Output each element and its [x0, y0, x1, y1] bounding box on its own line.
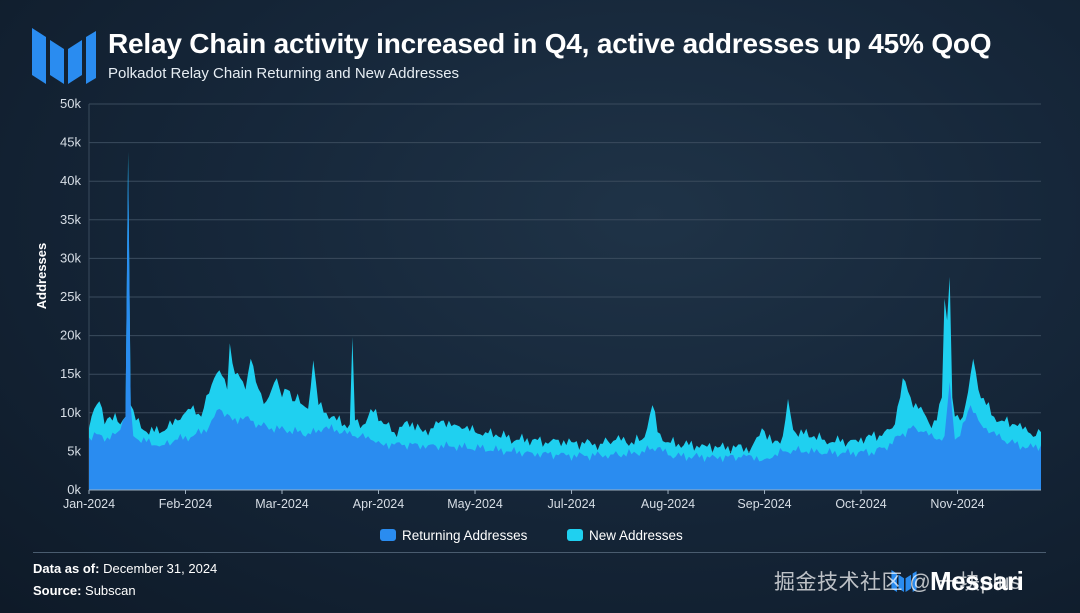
data-source: Source: Subscan	[33, 583, 136, 598]
footer-brand: Messari	[884, 565, 1024, 596]
brand-wordmark: Messari	[930, 565, 1024, 596]
x-tick-label: May-2024	[447, 497, 503, 511]
x-tick-label: Mar-2024	[255, 497, 309, 511]
legend-swatch	[567, 529, 583, 541]
y-tick-label: 30k	[60, 250, 81, 265]
returning-addresses-area	[89, 161, 1041, 490]
y-tick-label: 40k	[60, 173, 81, 188]
watermark-text: 掘金技术社区 @ 一块plus	[774, 571, 1022, 594]
y-axis-label: Addresses	[34, 243, 49, 309]
messari-logo-icon	[32, 28, 96, 84]
messari-small-logo-icon	[891, 570, 917, 592]
footer-divider	[33, 552, 1046, 553]
y-tick-label: 50k	[60, 96, 81, 111]
y-tick-label: 5k	[67, 443, 81, 458]
x-tick-label: Apr-2024	[353, 497, 404, 511]
y-tick-label: 15k	[60, 366, 81, 381]
legend-label: New Addresses	[589, 528, 683, 543]
chart-title: Relay Chain activity increased in Q4, ac…	[108, 28, 992, 59]
x-tick-label: Oct-2024	[835, 497, 886, 511]
y-tick-label: 10k	[60, 405, 81, 420]
y-tick-label: 35k	[60, 212, 81, 227]
chart-subtitle: Polkadot Relay Chain Returning and New A…	[108, 65, 460, 82]
y-tick-label: 20k	[60, 328, 81, 343]
legend-label: Returning Addresses	[402, 528, 528, 543]
x-tick-label: Nov-2024	[930, 497, 984, 511]
legend: Returning Addresses New Addresses	[380, 528, 683, 543]
x-tick-label: Jul-2024	[548, 497, 596, 511]
y-tick-label: 45k	[60, 135, 81, 150]
x-tick-label: Sep-2024	[737, 497, 791, 511]
y-tick-label: 0k	[67, 482, 81, 497]
legend-swatch	[380, 529, 396, 541]
x-tick-label: Jan-2024	[63, 497, 115, 511]
y-tick-label: 25k	[60, 289, 81, 304]
axes: 0k 5k 10k 15k 20k 25k 30k 35k 40k 45k 50k Jan-2024 F…	[60, 96, 1041, 511]
x-tick-label: Aug-2024	[641, 497, 695, 511]
data-as-of: Data as of: December 31, 2024	[33, 561, 218, 576]
data-areas	[89, 151, 1041, 490]
x-tick-label: Feb-2024	[159, 497, 213, 511]
